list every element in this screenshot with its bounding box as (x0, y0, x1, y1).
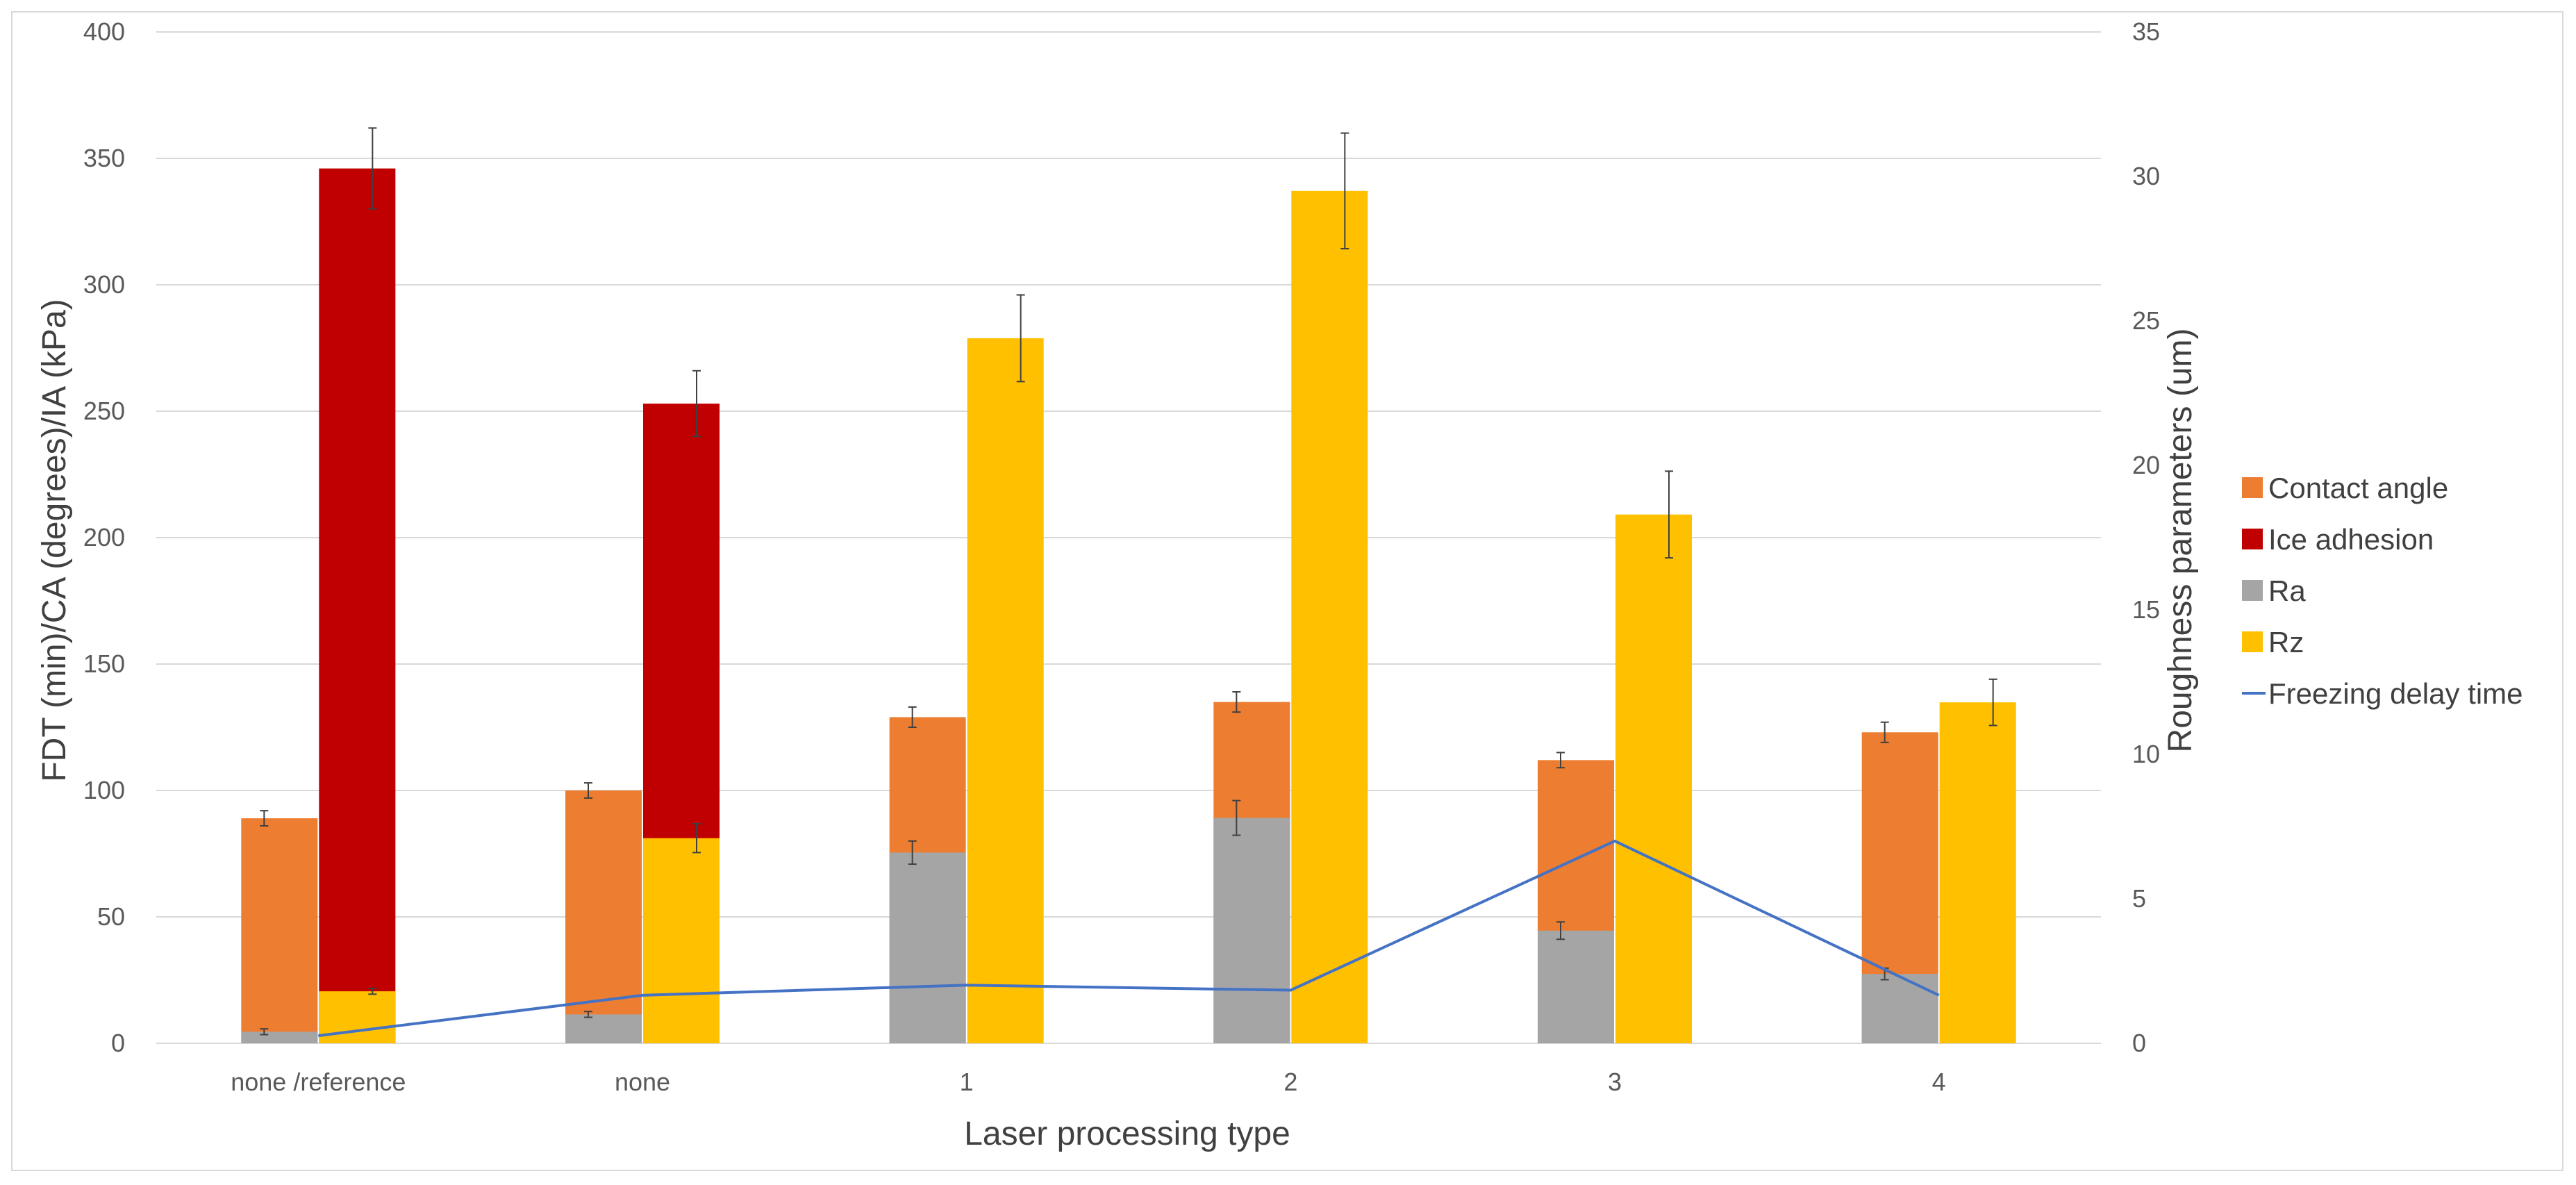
bar-ice-adhesion (319, 168, 396, 1043)
legend-label: Contact angle (2268, 472, 2448, 504)
line-freezing-delay-time (318, 839, 1940, 1038)
y-left-tick-label: 300 (83, 270, 125, 299)
y-right-tick-label: 35 (2132, 17, 2160, 46)
y-right-tick-label: 30 (2132, 162, 2160, 190)
x-tick-label: 4 (1932, 1068, 1946, 1096)
y-right-tick-label: 5 (2132, 884, 2146, 913)
tick-labels: 0 50 100 150 200 250 300 350 400 0 5 10 15 20 25 30 35 no… (83, 17, 2160, 1096)
legend-label: Ice adhesion (2268, 523, 2434, 556)
y-right-tick-label: 15 (2132, 595, 2160, 624)
x-tick-label: 2 (1283, 1068, 1297, 1096)
bar-rz (1615, 514, 1692, 1043)
y-right-tick-label: 0 (2132, 1029, 2146, 1057)
legend-label: Freezing delay time (2268, 677, 2523, 710)
gridlines (156, 31, 2101, 1044)
bar-ra (889, 852, 966, 1043)
bar-ra (241, 1031, 318, 1043)
y-axis-title-right: Roughness parameters (um) (2162, 329, 2199, 753)
y-axis-title-left: FDT (min)/CA (degrees)/IA (kPa) (36, 299, 73, 781)
x-tick-label: 1 (960, 1068, 974, 1096)
legend-label: Rz (2268, 626, 2304, 658)
y-left-tick-label: 50 (97, 902, 125, 931)
x-tick-label: none /reference (231, 1068, 406, 1096)
bar-rz (1939, 702, 2016, 1043)
y-left-tick-label: 150 (83, 649, 125, 678)
y-right-tick-label: 10 (2132, 740, 2160, 768)
line-series (318, 839, 1940, 1038)
y-left-tick-label: 0 (111, 1029, 125, 1057)
y-right-tick-label: 25 (2132, 306, 2160, 335)
bar-ra (1213, 818, 1290, 1043)
bar-ra (1538, 930, 1614, 1043)
bar-rz (967, 338, 1044, 1044)
x-tick-label: 3 (1608, 1068, 1622, 1096)
bar-contact-angle (565, 790, 642, 1043)
y-left-tick-label: 350 (83, 144, 125, 172)
y-left-tick-label: 100 (83, 776, 125, 804)
bar-ra (1861, 974, 1938, 1043)
legend-swatch (2242, 477, 2263, 498)
bars (241, 168, 2016, 1044)
y-left-tick-label: 250 (83, 397, 125, 425)
legend-swatch (2242, 580, 2263, 601)
legend-swatch (2242, 631, 2263, 652)
bar-rz (1291, 190, 1368, 1043)
x-axis-title: Laser processing type (964, 1116, 1290, 1152)
error-bars (260, 127, 1997, 1036)
bar-rz (643, 838, 720, 1043)
legend-swatch (2242, 529, 2263, 549)
legend-label: Ra (2268, 574, 2306, 607)
y-left-tick-label: 400 (83, 17, 125, 46)
y-left-tick-label: 200 (83, 523, 125, 552)
x-tick-label: none (615, 1068, 670, 1096)
bar-contact-angle (241, 818, 318, 1043)
bar-ra (565, 1014, 642, 1043)
legend: Contact angle Ice adhesion Ra Rz Freezing de… (2242, 472, 2523, 710)
y-right-tick-label: 20 (2132, 451, 2160, 479)
